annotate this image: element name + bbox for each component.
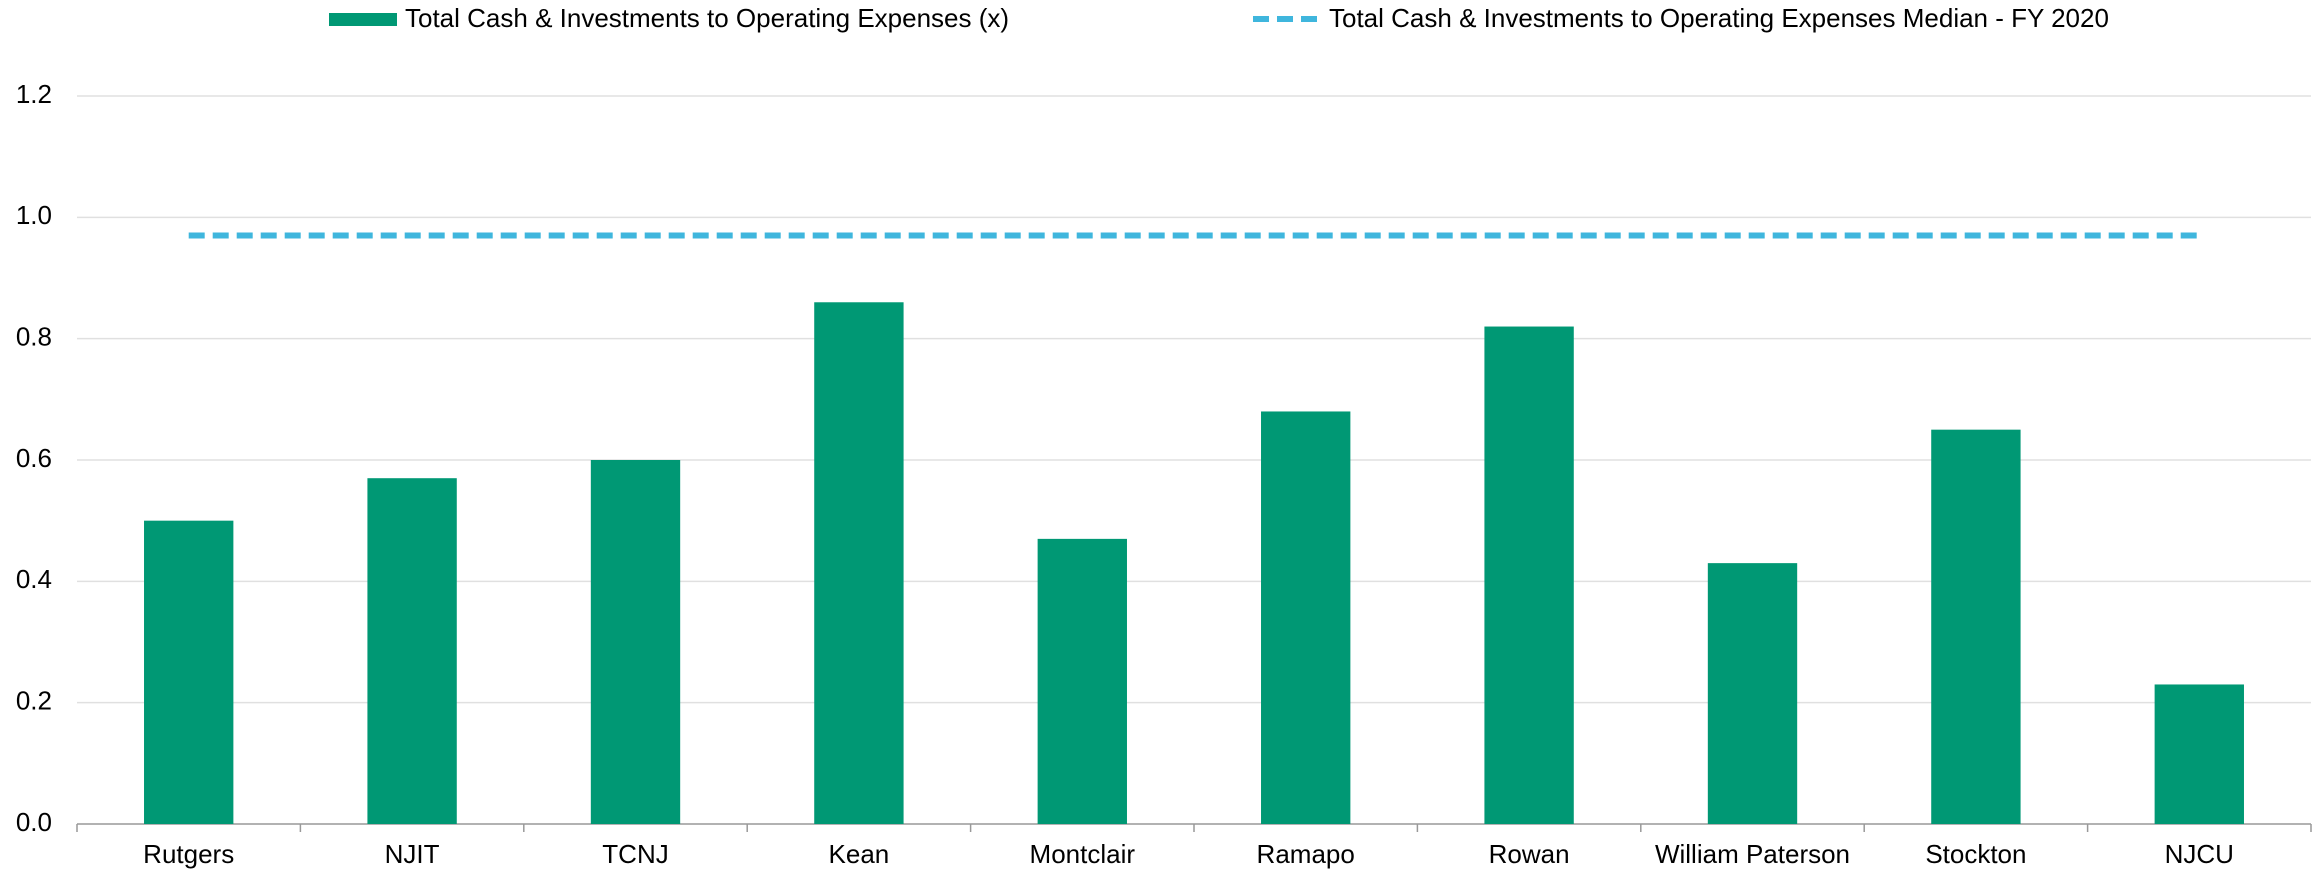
bar xyxy=(814,302,904,824)
bar xyxy=(367,478,457,824)
y-tick-label: 0.4 xyxy=(16,564,52,594)
legend-swatch xyxy=(329,13,397,26)
legend-label: Total Cash & Investments to Operating Ex… xyxy=(405,3,1009,33)
y-tick-label: 0.6 xyxy=(16,443,52,473)
x-tick-label: Rowan xyxy=(1489,839,1570,869)
bar xyxy=(1707,563,1798,824)
y-tick-label: 0.8 xyxy=(16,322,52,352)
bar xyxy=(2154,684,2244,824)
x-tick-label: TCNJ xyxy=(602,839,668,869)
y-tick-label: 1.2 xyxy=(16,79,52,109)
bar xyxy=(1931,429,2021,824)
bar xyxy=(144,520,234,824)
bar xyxy=(590,460,681,824)
x-tick-label: Montclair xyxy=(1030,839,1136,869)
x-tick-label: NJCU xyxy=(2165,839,2234,869)
x-tick-label: Rutgers xyxy=(143,839,234,869)
bar xyxy=(1484,326,1574,824)
y-tick-label: 0.2 xyxy=(16,686,52,716)
bar xyxy=(1037,538,1127,824)
y-tick-label: 1.0 xyxy=(16,200,52,230)
x-tick-label: William Paterson xyxy=(1655,839,1850,869)
legend-label: Total Cash & Investments to Operating Ex… xyxy=(1329,3,2109,33)
x-tick-label: NJIT xyxy=(385,839,440,869)
bar xyxy=(1261,411,1351,824)
x-tick-label: Stockton xyxy=(1925,839,2026,869)
x-tick-label: Ramapo xyxy=(1257,839,1355,869)
y-tick-label: 0.0 xyxy=(16,807,52,837)
x-tick-label: Kean xyxy=(829,839,890,869)
